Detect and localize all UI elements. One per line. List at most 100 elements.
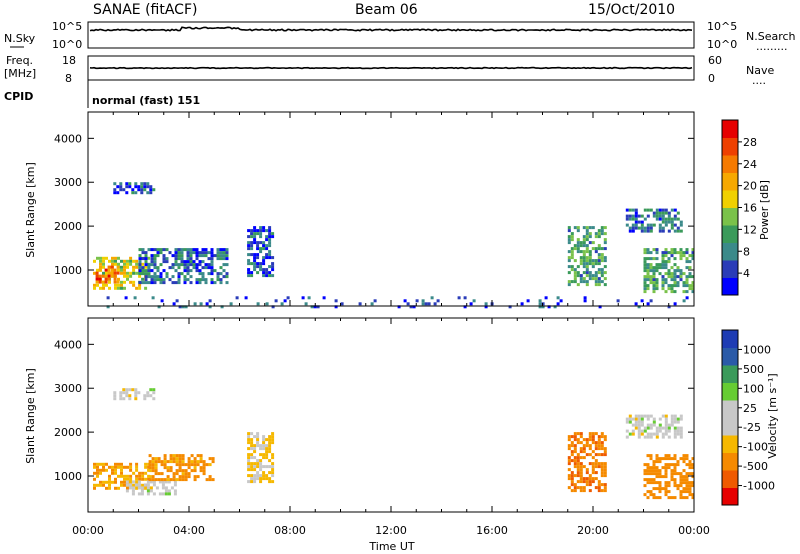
heatmap-cell — [585, 244, 589, 248]
heatmap-cell — [150, 275, 154, 279]
heatmap-cell — [95, 271, 99, 275]
heatmap-cell — [199, 460, 203, 464]
heatmap-cell — [208, 463, 212, 467]
heatmap-cell — [340, 302, 344, 306]
heatmap-cell — [181, 475, 185, 479]
heatmap-cell — [588, 444, 592, 448]
heatmap-cell — [567, 229, 571, 233]
heatmap-cell — [134, 182, 138, 186]
heatmap-cell — [603, 232, 607, 236]
heatmap-cell — [597, 256, 601, 260]
heatmap-cell — [117, 474, 120, 478]
heatmap-cell — [153, 272, 157, 276]
heatmap-cell — [673, 223, 677, 227]
heatmap-cell — [229, 302, 233, 306]
heatmap-cell — [143, 394, 147, 398]
heatmap-cell — [138, 260, 142, 264]
heatmap-cell — [268, 447, 272, 451]
heatmap-cell — [119, 185, 123, 189]
heatmap-cell — [682, 254, 686, 258]
heatmap-cell — [646, 490, 650, 494]
heatmap-cell — [685, 484, 689, 488]
heatmap-cell — [658, 426, 662, 430]
heatmap-cell — [570, 444, 574, 448]
heatmap-cell — [219, 281, 223, 285]
heatmap-cell — [162, 254, 166, 258]
heatmap-cell — [262, 271, 266, 275]
heatmap-cell — [579, 486, 583, 490]
heatmap-cell — [101, 274, 105, 278]
heatmap-cell — [691, 251, 695, 255]
heatmap-cell — [120, 468, 123, 472]
heatmap-cell — [600, 247, 604, 251]
y-tick-label: 2000 — [54, 426, 82, 439]
heatmap-cell — [667, 463, 671, 467]
heatmap-cell — [201, 251, 205, 255]
heatmap-cell — [120, 471, 123, 475]
heatmap-cell — [579, 244, 583, 248]
heatmap-cell — [259, 453, 263, 457]
heatmap-cell — [253, 474, 257, 478]
heatmap-cell — [646, 248, 650, 252]
heatmap-cell — [219, 272, 223, 276]
freq-tick-bottom: 8 — [65, 72, 72, 85]
heatmap-cell — [125, 388, 129, 392]
heatmap-cell — [600, 489, 604, 493]
heatmap-cell — [132, 280, 136, 284]
heatmap-cell — [262, 244, 266, 248]
heatmap-cell — [141, 257, 145, 261]
heatmap-cell — [126, 271, 129, 275]
heatmap-cell — [95, 280, 99, 284]
heatmap-cell — [201, 254, 205, 258]
heatmap-cell — [271, 453, 275, 457]
heatmap-cell — [597, 232, 601, 236]
heatmap-cell — [268, 244, 272, 248]
heatmap-cell — [670, 457, 674, 461]
heatmap-cell — [436, 299, 440, 303]
heatmap-cell — [667, 220, 671, 224]
heatmap-cell — [268, 232, 272, 236]
heatmap-cell — [99, 256, 102, 260]
heatmap-cell — [688, 254, 692, 258]
heatmap-cell — [151, 463, 155, 467]
heatmap-cell — [579, 456, 583, 460]
heatmap-cell — [135, 477, 139, 481]
heatmap-cell — [664, 290, 668, 294]
heatmap-cell — [225, 275, 229, 279]
heatmap-cell — [122, 391, 126, 395]
heatmap-cell — [682, 496, 686, 500]
heatmap-cell — [640, 229, 644, 233]
heatmap-cell — [631, 432, 635, 436]
heatmap-cell — [573, 271, 577, 275]
heatmap-cell — [591, 241, 595, 245]
heatmap-cell — [164, 480, 168, 484]
heatmap-cell — [603, 283, 607, 287]
heatmap-cell — [643, 248, 647, 252]
heatmap-cell — [250, 271, 254, 275]
heatmap-cell — [658, 208, 662, 212]
heatmap-cell — [262, 256, 266, 260]
heatmap-cell — [652, 420, 656, 424]
heatmap-cell — [652, 284, 656, 288]
heatmap-cell — [634, 217, 638, 221]
heatmap-cell — [175, 478, 179, 482]
heatmap-cell — [649, 257, 653, 261]
heatmap-cell — [576, 274, 580, 278]
heatmap-cell — [646, 426, 650, 430]
heatmap-cell — [646, 472, 650, 476]
heatmap-cell — [247, 474, 251, 478]
heatmap-cell — [128, 480, 132, 484]
heatmap-cell — [173, 489, 177, 493]
heatmap-cell — [625, 217, 629, 221]
heatmap-cell — [141, 269, 145, 273]
heatmap-cell — [193, 302, 197, 306]
heatmap-cell — [250, 244, 254, 248]
heatmap-cell — [262, 453, 266, 457]
heatmap-cell — [603, 247, 607, 251]
heatmap-cell — [643, 484, 647, 488]
heatmap-cell — [144, 272, 148, 276]
heatmap-cell — [268, 471, 272, 475]
heatmap-cell — [582, 265, 586, 269]
heatmap-cell — [138, 283, 142, 287]
heatmap-cell — [652, 290, 656, 294]
